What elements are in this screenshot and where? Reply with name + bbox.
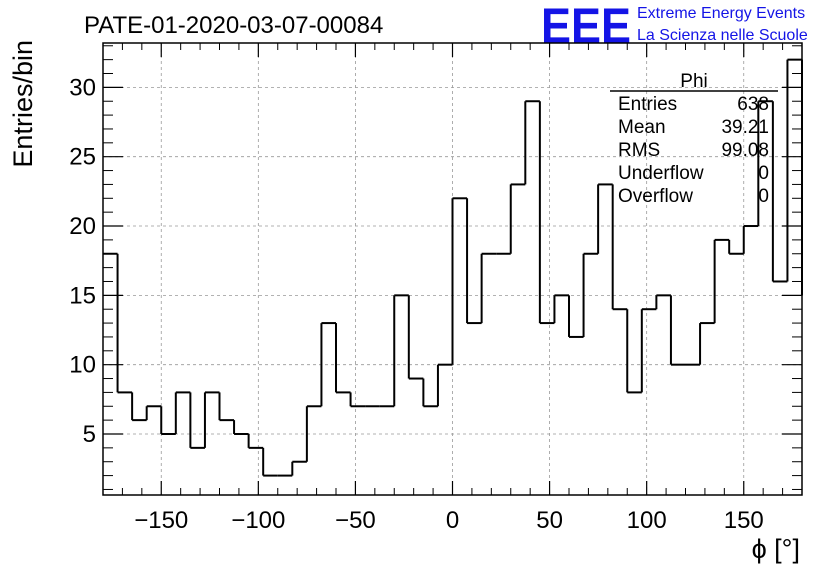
tick-labels: −150 −100 −50 0 50 100 150 5 10 15 20 25 30 — [69, 74, 763, 534]
x-tick-label: −50 — [335, 507, 376, 534]
x-tick-label: 0 — [446, 507, 459, 534]
stats-value: 0 — [758, 163, 769, 184]
logo-line-2: La Scienza nelle Scuole — [637, 27, 808, 44]
stats-box: Phi Entries 638 Mean 39.21 RMS 99.08 Underflow… — [610, 71, 778, 207]
x-tick-label: 150 — [724, 507, 764, 534]
stats-label: Mean — [618, 117, 666, 138]
x-axis-title: ϕ [°] — [752, 534, 800, 564]
y-tick-label: 25 — [69, 144, 96, 171]
chart-title: PATE-01-2020-03-07-00084 — [84, 12, 383, 39]
stats-label: Entries — [618, 94, 677, 115]
stats-label: Underflow — [618, 163, 704, 184]
stats-value: 0 — [758, 186, 769, 207]
stats-label: RMS — [618, 140, 660, 161]
y-tick-label: 30 — [69, 74, 96, 101]
stats-value: 39.21 — [721, 117, 769, 138]
stats-value: 638 — [737, 94, 769, 115]
logo-line-1: Extreme Energy Events — [637, 5, 805, 22]
y-tick-label: 20 — [69, 213, 96, 240]
plot-frame — [102, 42, 803, 496]
stats-title: Phi — [680, 71, 707, 92]
stats-label: Overflow — [618, 186, 693, 207]
y-tick-label: 5 — [83, 421, 96, 448]
stats-value: 99.08 — [721, 140, 769, 161]
x-tick-label: −100 — [231, 507, 285, 534]
y-tick-label: 10 — [69, 352, 96, 379]
x-tick-label: −150 — [134, 507, 188, 534]
eee-logo: EEE — [541, 0, 631, 54]
axis-ticks — [103, 43, 802, 495]
y-tick-label: 15 — [69, 282, 96, 309]
y-axis-title: Entries/bin — [8, 40, 38, 168]
x-tick-label: 100 — [627, 507, 667, 534]
x-tick-label: 50 — [536, 507, 563, 534]
